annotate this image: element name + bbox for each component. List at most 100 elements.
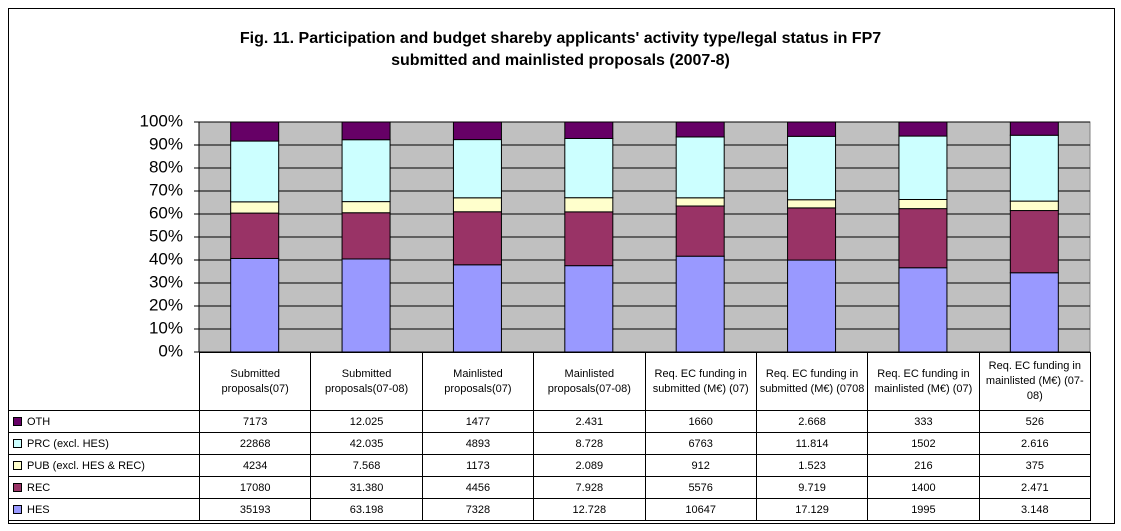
bar-segment xyxy=(898,198,948,210)
table-row: REC 17080 31.380 4456 7.928 5576 9.719 1400 2.47… xyxy=(8,476,1092,499)
table-value: 1995 xyxy=(867,498,980,521)
legend-cell: PRC (excl. HES) xyxy=(8,432,200,455)
y-tick-label: 60% xyxy=(149,203,183,222)
legend-label: OTH xyxy=(27,415,51,428)
chart-title: Fig. 11. Participation and budget shareb… xyxy=(0,28,1121,72)
table-value: 333 xyxy=(867,410,980,433)
bar-segment xyxy=(898,121,948,137)
bar-segment xyxy=(341,201,391,214)
table-value: 17.129 xyxy=(755,498,869,521)
bar-segment xyxy=(564,211,614,267)
table-value: 2.616 xyxy=(978,432,1092,455)
y-tick-label: 0% xyxy=(158,341,183,360)
table-value: 912 xyxy=(644,454,757,477)
table-value: 1502 xyxy=(867,432,980,455)
bar-segment xyxy=(898,208,948,269)
table-value: 2.089 xyxy=(533,454,646,477)
table-value: 4893 xyxy=(421,432,535,455)
bar-segment xyxy=(230,140,280,203)
table-value: 1173 xyxy=(421,454,535,477)
table-value: 7173 xyxy=(198,410,312,433)
y-tick-label: 10% xyxy=(149,318,183,337)
legend-swatch xyxy=(13,483,22,493)
legend-swatch xyxy=(13,505,22,515)
table-value: 42.035 xyxy=(310,432,423,455)
bar-segment xyxy=(230,121,280,142)
table-value: 1477 xyxy=(421,410,535,433)
category-label: Req. EC funding in submitted (M€) (07) xyxy=(644,352,757,411)
table-value: 2.668 xyxy=(755,410,869,433)
bar-segment xyxy=(675,197,725,207)
bar-segment xyxy=(787,199,837,209)
table-value: 17080 xyxy=(198,476,312,499)
bar-segment xyxy=(341,139,391,203)
bar-segment xyxy=(564,137,614,199)
y-tick-label: 50% xyxy=(149,226,183,245)
y-tick-label: 90% xyxy=(149,134,183,153)
table-row: PRC (excl. HES) 22868 42.035 4893 8.728 6763 1… xyxy=(8,432,1092,455)
legend-label: PUB (excl. HES & REC) xyxy=(27,459,145,472)
bar-segment xyxy=(1009,200,1059,212)
bar-segment xyxy=(787,207,837,261)
bar-segment xyxy=(675,121,725,138)
table-value: 1.523 xyxy=(755,454,869,477)
table-value: 375 xyxy=(978,454,1092,477)
y-tick-label: 100% xyxy=(140,111,183,130)
table-value: 1660 xyxy=(644,410,757,433)
data-table: Submitted proposals(07) Submitted proposa… xyxy=(8,352,1092,521)
table-value: 4234 xyxy=(198,454,312,477)
bar-segment xyxy=(564,265,614,353)
category-label: Mainlisted proposals(07) xyxy=(421,352,535,411)
legend-cell: REC xyxy=(8,476,200,499)
bar-segment xyxy=(230,201,280,214)
bar-segment xyxy=(1009,272,1059,353)
table-value: 22868 xyxy=(198,432,312,455)
legend-swatch xyxy=(13,461,22,471)
category-label: Mainlisted proposals(07-08) xyxy=(533,352,646,411)
bar-segment xyxy=(452,139,502,199)
y-tick-label: 70% xyxy=(149,180,183,199)
bar-segment xyxy=(452,264,502,353)
table-value: 8.728 xyxy=(533,432,646,455)
table-value: 12.728 xyxy=(533,498,646,521)
table-value: 35193 xyxy=(198,498,312,521)
legend-label: REC xyxy=(27,481,51,494)
bar-segment xyxy=(341,212,391,260)
table-value: 7.568 xyxy=(310,454,423,477)
bar-segment xyxy=(675,255,725,353)
table-value: 1400 xyxy=(867,476,980,499)
bar-segment xyxy=(787,135,837,201)
table-value: 3.148 xyxy=(978,498,1092,521)
y-tick-label: 30% xyxy=(149,272,183,291)
table-value: 4456 xyxy=(421,476,535,499)
bar-segment xyxy=(675,205,725,257)
bar-segment xyxy=(452,211,502,266)
table-row: OTH 7173 12.025 1477 2.431 1660 2.668 333 526 xyxy=(8,410,1092,433)
legend-label: PRC (excl. HES) xyxy=(27,437,109,450)
legend-cell: PUB (excl. HES & REC) xyxy=(8,454,200,477)
legend-swatch xyxy=(13,439,22,449)
legend-label: HES xyxy=(27,503,50,516)
category-label: Req. EC funding in submitted (M€) (0708 xyxy=(755,352,869,411)
table-value: 6763 xyxy=(644,432,757,455)
table-value: 9.719 xyxy=(755,476,869,499)
bar-segment xyxy=(341,121,391,141)
category-label: Submitted proposals(07) xyxy=(198,352,312,411)
bar-segment xyxy=(787,121,837,137)
title-line: submitted and mainlisted proposals (2007… xyxy=(391,52,730,69)
corner xyxy=(9,353,200,411)
bar-segment xyxy=(1009,134,1059,202)
title-line: Fig. 11. Participation and budget shareb… xyxy=(239,30,882,47)
legend-swatch xyxy=(13,417,22,427)
table-row: PUB (excl. HES & REC) 4234 7.568 1173 2.089 9… xyxy=(8,454,1092,477)
y-tick-label: 80% xyxy=(149,157,183,176)
bar-segment xyxy=(452,197,502,213)
bar-segment xyxy=(564,121,614,139)
chart-frame xyxy=(8,8,1115,524)
table-value: 12.025 xyxy=(310,410,423,433)
bar-segment xyxy=(898,267,948,353)
category-label: Submitted proposals(07-08) xyxy=(310,352,423,411)
bar-segment xyxy=(1009,121,1059,136)
